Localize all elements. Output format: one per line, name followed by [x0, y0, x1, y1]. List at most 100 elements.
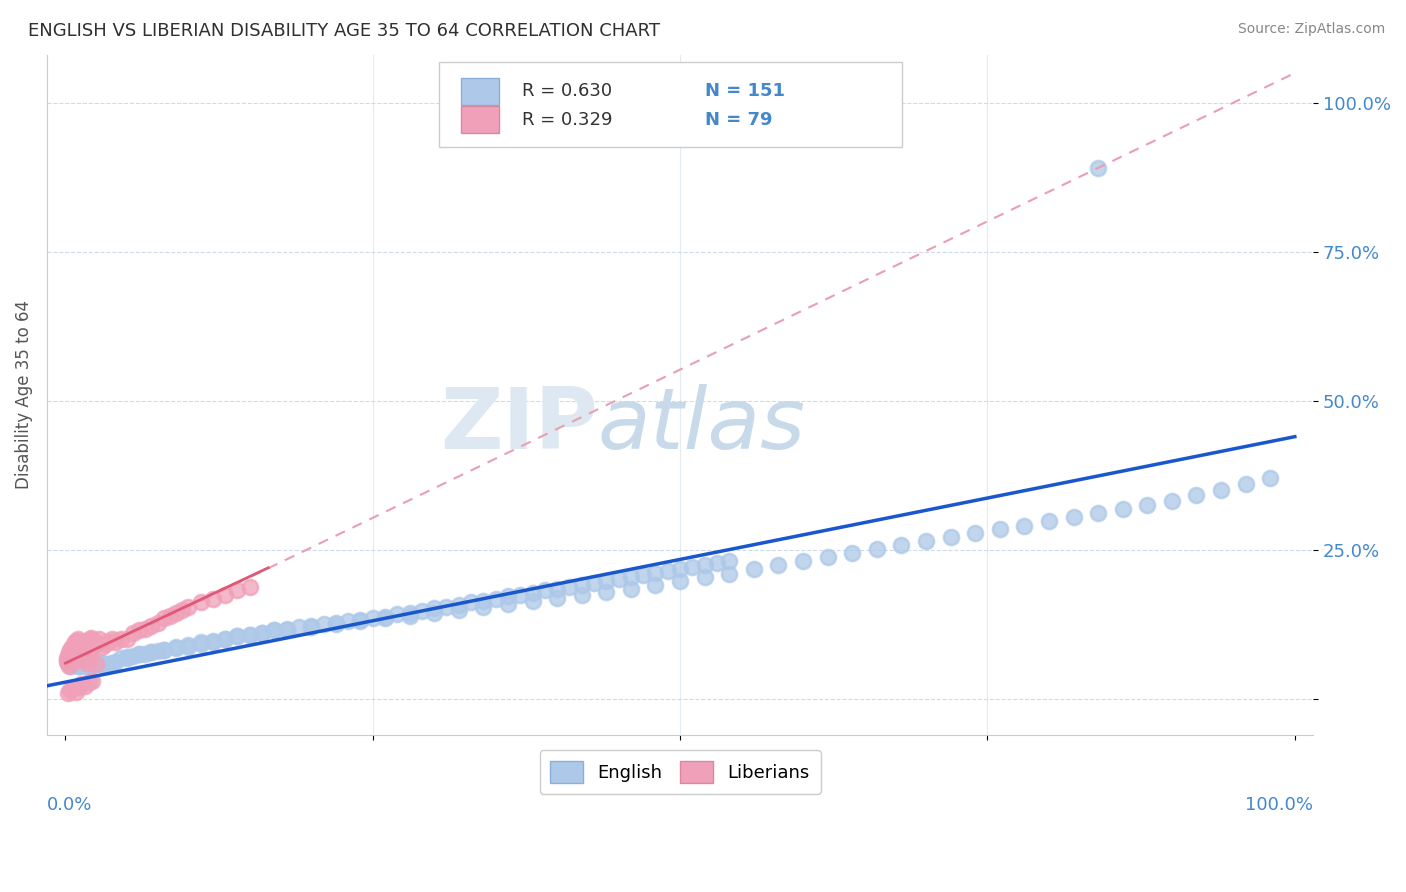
- Point: [299, 619, 322, 633]
- Point: [77, 675, 100, 690]
- Point: [152, 643, 174, 657]
- Point: [1038, 514, 1060, 528]
- Point: [63, 655, 86, 669]
- Point: [607, 572, 630, 586]
- Point: [87, 632, 110, 647]
- Point: [595, 574, 617, 588]
- Point: [817, 550, 839, 565]
- Point: [65, 685, 87, 699]
- Point: [460, 595, 482, 609]
- Point: [75, 637, 97, 651]
- Point: [73, 648, 96, 663]
- Point: [250, 626, 273, 640]
- Point: [134, 622, 156, 636]
- Point: [110, 651, 132, 665]
- Point: [915, 533, 938, 548]
- Point: [59, 648, 82, 663]
- Point: [63, 650, 86, 665]
- Point: [69, 655, 91, 669]
- Text: Source: ZipAtlas.com: Source: ZipAtlas.com: [1237, 22, 1385, 37]
- Point: [447, 598, 470, 612]
- Point: [657, 564, 679, 578]
- Point: [79, 657, 101, 672]
- Point: [718, 554, 741, 568]
- Point: [72, 641, 94, 656]
- Point: [73, 640, 96, 654]
- Point: [77, 633, 100, 648]
- Point: [965, 526, 987, 541]
- Point: [93, 659, 115, 673]
- Point: [337, 615, 360, 629]
- Point: [768, 558, 790, 572]
- Point: [55, 653, 77, 667]
- Point: [84, 657, 107, 672]
- Point: [58, 659, 80, 673]
- Point: [472, 599, 495, 614]
- Point: [63, 645, 86, 659]
- Point: [101, 657, 124, 671]
- Point: [288, 620, 311, 634]
- Point: [866, 541, 889, 556]
- Text: R = 0.329: R = 0.329: [522, 111, 612, 128]
- Point: [82, 674, 104, 689]
- Point: [60, 641, 83, 656]
- Text: N = 79: N = 79: [706, 111, 773, 128]
- Point: [496, 590, 519, 604]
- Point: [62, 650, 84, 665]
- Point: [1112, 502, 1135, 516]
- Point: [152, 611, 174, 625]
- Point: [69, 645, 91, 659]
- Point: [325, 615, 347, 630]
- Text: N = 151: N = 151: [706, 82, 786, 100]
- Point: [63, 644, 86, 658]
- Point: [718, 566, 741, 581]
- Point: [73, 657, 96, 671]
- Point: [65, 652, 87, 666]
- Point: [546, 582, 568, 596]
- Point: [485, 591, 508, 606]
- Point: [65, 657, 87, 671]
- Point: [141, 645, 163, 659]
- Point: [201, 633, 224, 648]
- Point: [70, 677, 93, 691]
- Point: [73, 638, 96, 652]
- Point: [84, 657, 107, 672]
- Point: [122, 626, 145, 640]
- Point: [522, 593, 544, 607]
- Text: R = 0.630: R = 0.630: [522, 82, 612, 100]
- Point: [1160, 494, 1182, 508]
- Point: [60, 648, 83, 663]
- Point: [447, 602, 470, 616]
- Point: [706, 556, 728, 570]
- Point: [387, 607, 409, 622]
- Point: [72, 655, 94, 669]
- Text: atlas: atlas: [598, 384, 806, 467]
- Point: [177, 640, 200, 654]
- Point: [97, 657, 120, 672]
- Point: [70, 655, 93, 669]
- Point: [177, 638, 200, 652]
- Point: [644, 566, 666, 580]
- Point: [681, 559, 703, 574]
- Point: [1234, 477, 1257, 491]
- Point: [63, 657, 86, 672]
- Point: [571, 577, 593, 591]
- Point: [693, 558, 716, 572]
- Point: [165, 641, 187, 656]
- Point: [172, 602, 194, 616]
- Point: [56, 657, 79, 671]
- Point: [571, 588, 593, 602]
- Point: [792, 554, 814, 568]
- Point: [69, 651, 91, 665]
- Point: [669, 562, 692, 576]
- Legend: English, Liberians: English, Liberians: [540, 750, 821, 794]
- Point: [70, 657, 93, 671]
- Point: [82, 641, 104, 656]
- Point: [62, 647, 84, 661]
- Point: [159, 608, 181, 623]
- Bar: [461, 78, 499, 104]
- Point: [263, 624, 285, 638]
- Text: ZIP: ZIP: [440, 384, 598, 467]
- Point: [63, 651, 86, 665]
- Point: [59, 683, 82, 698]
